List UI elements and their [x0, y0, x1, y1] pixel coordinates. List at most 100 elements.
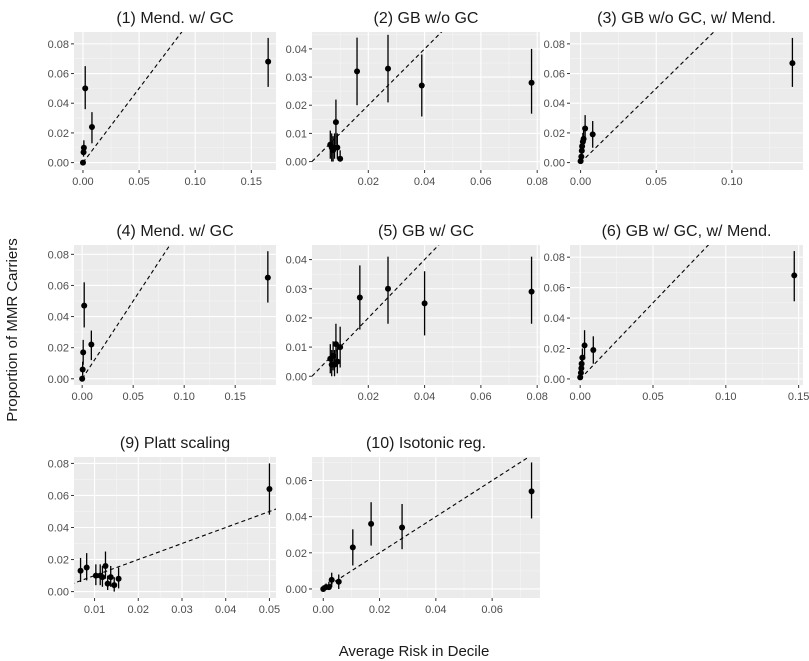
- y-tick-label: 0.00: [48, 158, 69, 170]
- panel-title: (2) GB w/o GC: [374, 10, 479, 27]
- data-point: [82, 85, 89, 92]
- data-point: [79, 375, 86, 382]
- y-tick-label: 0.02: [48, 555, 69, 567]
- x-tick-label: 0.04: [215, 604, 236, 616]
- y-tick-label: 0.08: [48, 249, 69, 261]
- data-point: [325, 584, 332, 591]
- x-tick-label: 0.05: [122, 391, 143, 403]
- data-point: [332, 119, 339, 126]
- data-point: [528, 488, 535, 495]
- data-point: [80, 349, 87, 356]
- data-point: [115, 575, 122, 582]
- x-tick-label: 0.02: [358, 391, 379, 403]
- panel-3: 0.00 0.05 0.10 0.00 0.02 0.04 0.06 0.08 (3) GB w…: [544, 10, 803, 188]
- panel-gridlines: [74, 32, 276, 170]
- data-marks: [320, 462, 535, 592]
- data-point: [102, 562, 109, 569]
- data-point: [337, 155, 344, 162]
- data-point: [328, 576, 335, 583]
- data-point: [107, 574, 114, 581]
- y-tick-label: 0.03: [286, 72, 307, 84]
- panel-gridlines: [312, 32, 540, 170]
- x-tick-label: 0.06: [481, 604, 502, 616]
- y-tick-label: 0.00: [286, 584, 307, 596]
- data-point: [99, 574, 106, 581]
- data-point: [577, 158, 584, 165]
- data-point: [590, 347, 597, 353]
- data-point: [578, 360, 585, 367]
- panel-4: 0.00 0.05 0.10 0.15 0.00 0.02 0.04 0.06 0.08 (4) …: [48, 223, 276, 403]
- panel-background: [570, 32, 803, 170]
- data-point: [368, 520, 375, 527]
- y-tick-label: 0.02: [544, 343, 565, 355]
- x-tick-label: 0.00: [570, 176, 591, 188]
- data-point: [332, 341, 339, 348]
- panel-gridlines: [312, 457, 540, 598]
- x-tick-label: 0.05: [259, 604, 280, 616]
- x-tick-label: 0.04: [425, 604, 446, 616]
- y-tick-label: 0.06: [544, 283, 565, 295]
- y-tick-label: 0.04: [286, 512, 307, 524]
- panel-background: [570, 245, 803, 385]
- y-tick-label: 0.04: [48, 523, 69, 535]
- data-marks: [79, 251, 271, 382]
- panel-title: (10) Isotonic reg.: [366, 435, 486, 452]
- panel-gridlines: [74, 457, 276, 598]
- panel-title: (3) GB w/o GC, w/ Mend.: [597, 10, 776, 27]
- y-tick-label: 0.01: [286, 128, 307, 140]
- data-point: [349, 544, 356, 551]
- data-point: [266, 486, 273, 493]
- data-point: [789, 60, 796, 67]
- x-tick-label: 0.03: [171, 604, 192, 616]
- panel-2: 0.02 0.04 0.06 0.08 0.00 0.01 0.02 0.03 0.04 (2) …: [286, 10, 548, 188]
- data-point: [418, 82, 425, 89]
- y-tick-label: 0.02: [544, 128, 565, 140]
- x-tick-label: 0.02: [358, 176, 379, 188]
- data-point: [421, 300, 428, 307]
- x-tick-label: 0.00: [313, 604, 334, 616]
- data-point: [356, 294, 363, 301]
- y-tick-label: 0.00: [544, 374, 565, 386]
- y-tick-label: 0.03: [286, 284, 307, 296]
- y-tick-label: 0.06: [48, 280, 69, 292]
- data-point: [79, 366, 86, 373]
- x-tick-label: 0.08: [526, 391, 547, 403]
- y-tick-label: 0.04: [48, 98, 69, 110]
- panel-7: 0.01 0.02 0.03 0.04 0.05 0.00 0.02 0.04 0.06 0.08…: [48, 435, 281, 616]
- x-tick-label: 0.00: [72, 176, 93, 188]
- y-tick-label: 0.04: [544, 98, 565, 110]
- panel-background: [312, 32, 540, 170]
- data-marks: [79, 37, 272, 166]
- x-tick-label: 0.00: [569, 391, 590, 403]
- x-tick-label: 0.06: [470, 391, 491, 403]
- y-tick-label: 0.00: [286, 157, 307, 169]
- panel-5: 0.02 0.04 0.06 0.08 0.00 0.01 0.02 0.03 0.04 (5) …: [286, 223, 548, 403]
- x-tick-label: 0.08: [526, 176, 547, 188]
- data-point: [528, 79, 535, 86]
- data-point: [265, 58, 272, 65]
- y-tick-label: 0.08: [544, 252, 565, 264]
- data-marks: [327, 256, 535, 377]
- x-tick-label: 0.02: [369, 604, 390, 616]
- y-tick-label: 0.00: [544, 158, 565, 170]
- x-tick-label: 0.15: [788, 391, 809, 403]
- panel-title: (1) Mend. w/ GC: [116, 10, 233, 27]
- data-point: [582, 125, 589, 132]
- panel-background: [312, 245, 540, 385]
- reference-line: [82, 32, 183, 163]
- y-tick-label: 0.02: [286, 313, 307, 325]
- y-tick-label: 0.02: [286, 100, 307, 112]
- y-tick-label: 0.08: [544, 39, 565, 51]
- x-tick-label: 0.10: [715, 391, 736, 403]
- panel-background: [74, 245, 276, 385]
- data-point: [528, 288, 535, 295]
- x-tick-label: 0.04: [414, 176, 435, 188]
- data-point: [335, 578, 342, 585]
- data-point: [334, 144, 341, 151]
- data-point: [81, 302, 88, 309]
- y-tick-label: 0.06: [48, 69, 69, 81]
- y-tick-label: 0.08: [48, 458, 69, 470]
- y-tick-label: 0.00: [48, 587, 69, 599]
- y-tick-label: 0.08: [48, 39, 69, 51]
